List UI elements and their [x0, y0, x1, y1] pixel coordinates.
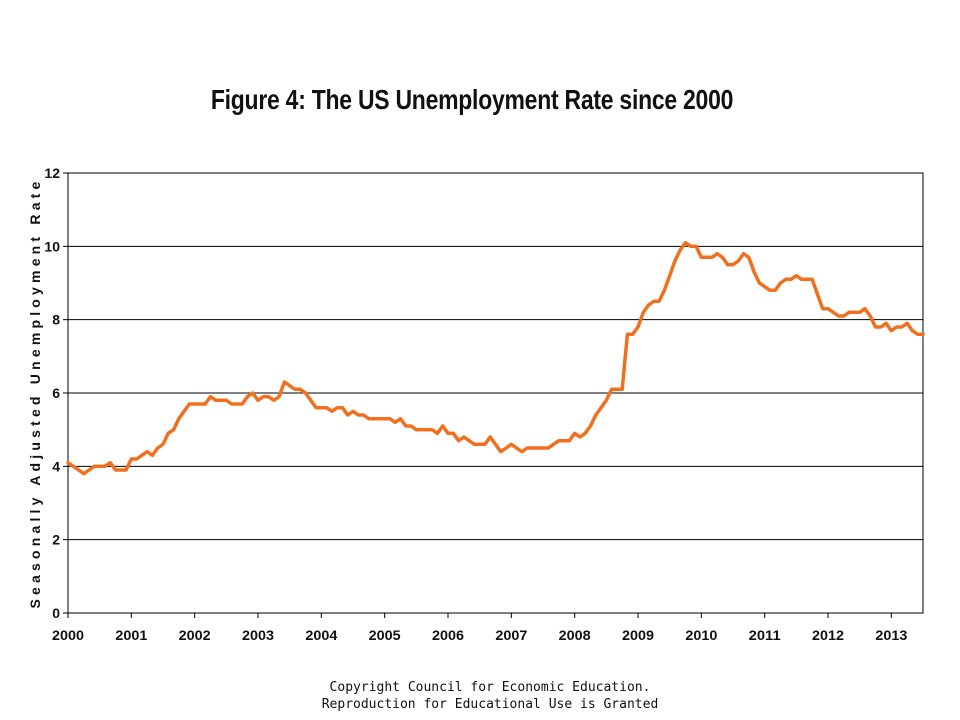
x-tick-label: 2006: [432, 627, 464, 643]
x-tick-label: 2003: [242, 627, 274, 643]
reproduction-line: Reproduction for Educational Use is Gran…: [321, 697, 659, 712]
x-tick-label: 2009: [622, 627, 654, 643]
y-axis-label: Seasonally Adjusted Unemployment Rate: [27, 177, 43, 608]
grid-lines: [68, 245, 923, 541]
copyright-line: Copyright Council for Economic Education…: [329, 680, 651, 695]
x-tick-label: 2000: [52, 627, 84, 643]
x-tick-label: 2012: [812, 627, 844, 643]
series-group: [66, 240, 925, 476]
x-tick-label: 2001: [115, 627, 147, 643]
chart-title: Figure 4: The US Unemployment Rate since…: [210, 84, 734, 115]
y-axis: 0 2 4 6 8 10 12: [44, 165, 68, 621]
y-tick-label: 8: [52, 312, 60, 328]
x-axis: 2000 2001 2002 2003 2004 2005 2006 2007 2008 2009…: [52, 613, 908, 643]
x-tick-label: 2005: [369, 627, 401, 643]
unemployment-rate-line: [66, 240, 925, 476]
y-tick-label: 0: [52, 605, 60, 621]
x-tick-label: 2002: [179, 627, 211, 643]
y-tick-label: 4: [52, 458, 60, 474]
y-tick-label: 12: [44, 165, 60, 181]
x-tick-label: 2013: [875, 627, 907, 643]
x-tick-label: 2008: [559, 627, 591, 643]
y-tick-label: 6: [52, 385, 60, 401]
y-tick-label: 10: [44, 238, 60, 254]
x-tick-label: 2004: [305, 627, 337, 643]
y-tick-label: 2: [52, 532, 60, 548]
x-tick-label: 2007: [495, 627, 527, 643]
x-tick-label: 2011: [749, 627, 781, 643]
x-tick-label: 2010: [685, 627, 717, 643]
